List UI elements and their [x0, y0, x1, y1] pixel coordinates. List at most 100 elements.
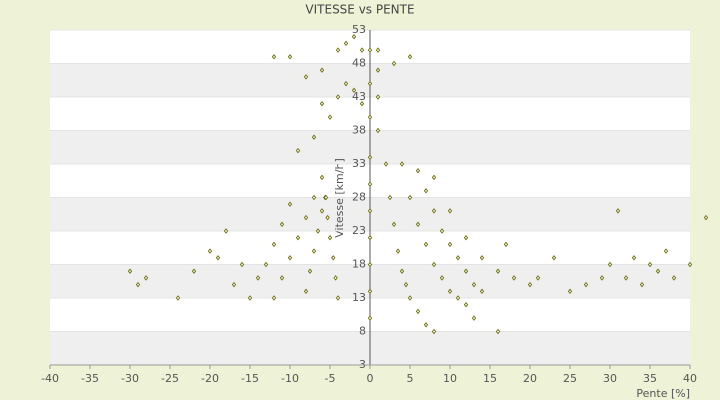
point — [327, 114, 333, 120]
point — [583, 281, 589, 288]
point — [447, 241, 453, 248]
point — [367, 181, 373, 187]
y-tick-label: 18 — [352, 258, 366, 271]
x-tick-label: -20 — [201, 372, 219, 385]
point — [391, 221, 397, 228]
point — [647, 261, 653, 268]
point — [463, 268, 469, 274]
point — [271, 295, 277, 301]
point — [399, 268, 405, 274]
point — [319, 208, 325, 214]
point — [287, 255, 293, 261]
point — [319, 174, 325, 181]
point — [335, 295, 341, 301]
point — [175, 295, 181, 301]
point — [415, 167, 421, 174]
point — [463, 234, 469, 241]
x-tick-label: 10 — [443, 372, 457, 385]
x-tick-label: 15 — [483, 372, 497, 385]
point — [367, 47, 373, 53]
point — [403, 281, 409, 288]
point — [471, 315, 477, 321]
point — [407, 54, 413, 60]
point — [333, 275, 338, 281]
point — [567, 288, 573, 295]
point — [311, 134, 317, 140]
y-tick-label: 38 — [352, 124, 366, 137]
point — [247, 295, 253, 301]
x-tick-label: 30 — [603, 372, 617, 385]
x-tick-label: 5 — [407, 372, 414, 385]
point — [703, 214, 709, 221]
point — [287, 201, 293, 207]
point — [315, 228, 321, 234]
x-axis-title: Pente [%] — [636, 387, 690, 400]
point — [527, 281, 533, 288]
x-tick-label: -30 — [121, 372, 139, 385]
point — [447, 288, 453, 295]
chart-title: VITESSE vs PENTE — [305, 3, 414, 17]
point — [325, 214, 330, 221]
point — [463, 301, 469, 308]
point — [323, 194, 329, 201]
point — [215, 255, 221, 261]
y-tick-label: 13 — [352, 291, 366, 304]
point — [471, 281, 477, 288]
point — [423, 188, 429, 194]
point — [319, 67, 325, 73]
point — [191, 268, 197, 274]
point — [367, 315, 373, 321]
point — [367, 114, 373, 120]
point — [271, 54, 277, 60]
point — [367, 154, 373, 161]
point — [135, 281, 141, 288]
point — [407, 194, 413, 201]
point — [415, 221, 421, 228]
point — [311, 248, 317, 254]
point — [671, 275, 677, 281]
point — [551, 255, 557, 261]
point — [431, 208, 437, 214]
point — [663, 248, 669, 254]
y-tick-label: 43 — [352, 90, 366, 103]
point — [367, 80, 373, 87]
point — [423, 322, 429, 328]
y-tick-label: 53 — [352, 23, 366, 36]
point — [423, 241, 429, 248]
point — [455, 255, 461, 261]
point — [615, 208, 621, 214]
point — [327, 234, 333, 241]
y-tick-label: 8 — [359, 325, 366, 338]
point — [127, 268, 133, 274]
point — [359, 100, 365, 107]
point — [431, 328, 437, 335]
point — [207, 248, 213, 254]
point — [295, 147, 301, 154]
point — [439, 275, 445, 281]
point — [431, 174, 437, 181]
point — [279, 275, 285, 281]
point — [223, 228, 229, 234]
y-tick-label: 48 — [352, 57, 366, 70]
point — [431, 261, 437, 268]
x-tick-label: 0 — [367, 372, 374, 385]
x-tick-label: 35 — [643, 372, 657, 385]
point — [303, 288, 309, 295]
point — [503, 241, 509, 248]
point — [287, 54, 293, 60]
point — [143, 275, 149, 281]
x-tick-label: -25 — [161, 372, 179, 385]
point — [367, 261, 373, 268]
point — [415, 308, 421, 315]
point — [351, 87, 357, 94]
point — [319, 100, 325, 107]
point — [407, 295, 413, 301]
point — [331, 255, 336, 261]
point — [307, 268, 313, 274]
point — [687, 261, 693, 268]
point — [439, 228, 445, 234]
point — [599, 275, 605, 281]
point — [231, 281, 237, 288]
x-tick-label: -10 — [281, 372, 299, 385]
